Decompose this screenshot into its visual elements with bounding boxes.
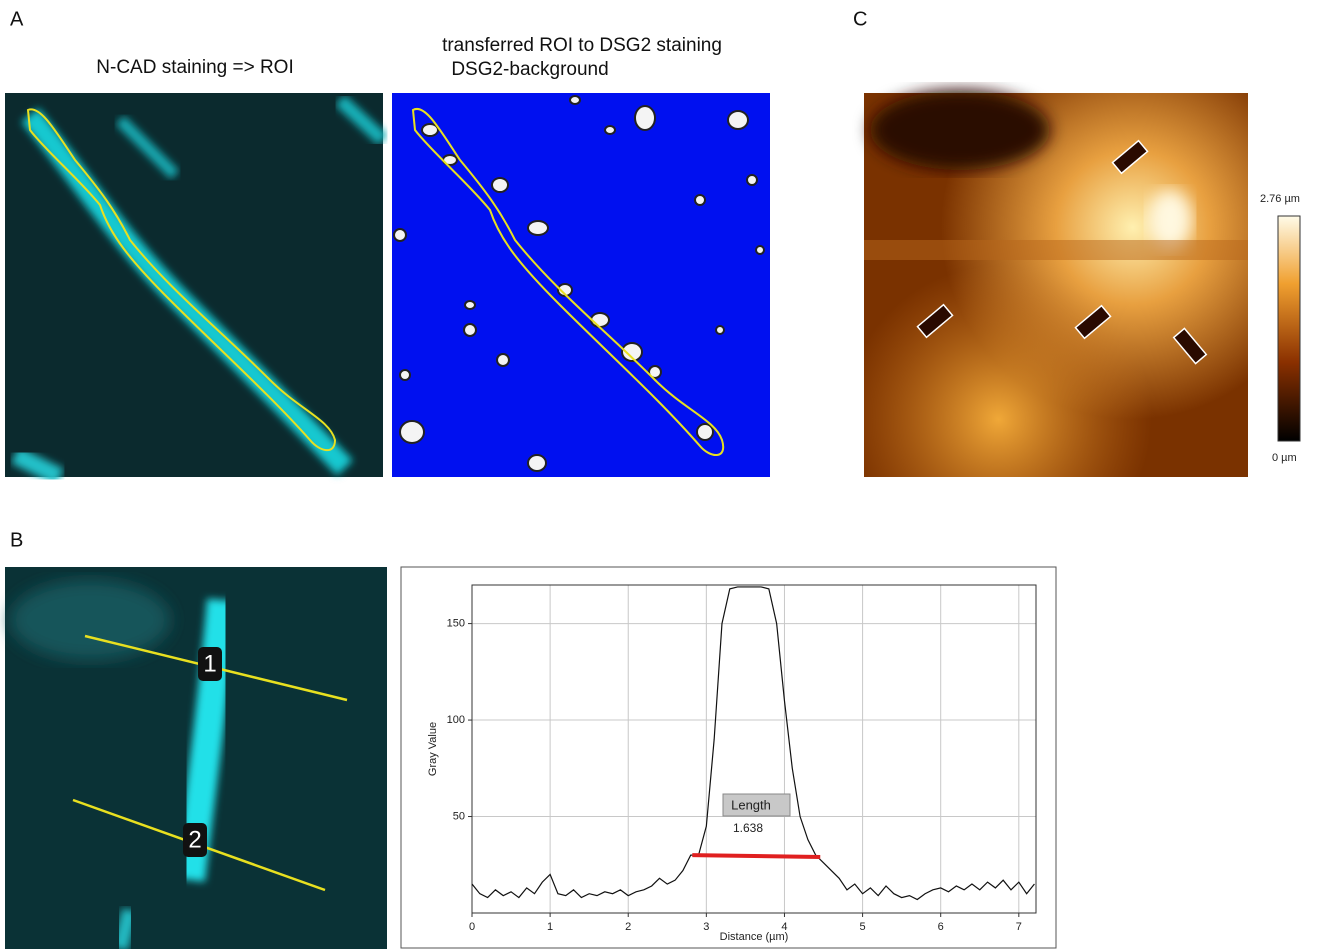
x-tick-label: 2 [625, 921, 631, 933]
caption: transferred ROI to DSG2 staining [442, 35, 722, 56]
afm-image [864, 90, 1248, 477]
y-tick-label: 150 [447, 617, 465, 629]
figure: A N-CAD staining => ROI transferred ROI … [0, 0, 1333, 949]
panel-label: A [10, 8, 24, 30]
colorbar-min: 0 µm [1272, 452, 1297, 464]
length-label: Length [731, 797, 771, 812]
length-bar [692, 855, 820, 857]
x-tick-label: 6 [938, 921, 944, 933]
x-axis-label: Distance (µm) [720, 931, 789, 943]
profile-image [5, 567, 387, 949]
x-tick-label: 0 [469, 921, 475, 933]
y-axis-label: Gray Value [427, 722, 439, 776]
line-label: 1 [203, 650, 216, 677]
panel-label: C [853, 8, 867, 30]
y-tick-label: 50 [453, 810, 465, 822]
x-tick-label: 5 [860, 921, 866, 933]
ncad-image [5, 93, 383, 477]
line-label: 2 [188, 826, 201, 853]
panel-label: B [10, 529, 23, 551]
caption: DSG2-background [451, 59, 608, 80]
length-value: 1.638 [733, 821, 763, 835]
y-tick-label: 100 [447, 714, 465, 726]
chart-frame [401, 567, 1056, 948]
x-tick-label: 7 [1016, 921, 1022, 933]
x-tick-label: 1 [547, 921, 553, 933]
colorbar [1278, 216, 1300, 441]
colorbar-max: 2.76 µm [1260, 193, 1300, 205]
caption: N-CAD staining => ROI [96, 57, 293, 78]
dsg2-image [392, 93, 770, 477]
x-tick-label: 3 [703, 921, 709, 933]
